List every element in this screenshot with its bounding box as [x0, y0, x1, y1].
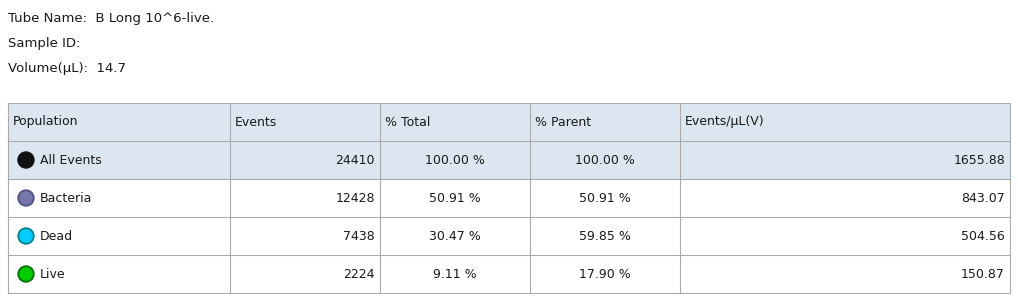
Bar: [230, 255, 380, 293]
Bar: [680, 103, 1010, 141]
Text: Live: Live: [40, 268, 65, 281]
Text: % Total: % Total: [385, 116, 431, 128]
Text: 504.56: 504.56: [961, 230, 1005, 242]
Text: 1655.88: 1655.88: [953, 154, 1005, 166]
Bar: [530, 255, 680, 293]
Bar: [380, 103, 530, 141]
Bar: [230, 141, 380, 179]
Bar: [8, 179, 230, 217]
Circle shape: [20, 154, 32, 166]
Text: 100.00 %: 100.00 %: [575, 154, 635, 166]
Bar: [680, 255, 1010, 293]
Bar: [530, 217, 680, 255]
Text: 7438: 7438: [343, 230, 375, 242]
Text: 30.47 %: 30.47 %: [430, 230, 480, 242]
Text: Volume(μL):  14.7: Volume(μL): 14.7: [8, 62, 126, 75]
Text: 843.07: 843.07: [961, 191, 1005, 205]
Circle shape: [20, 268, 32, 280]
Text: Events: Events: [235, 116, 277, 128]
Text: Dead: Dead: [40, 230, 73, 242]
Bar: [380, 217, 530, 255]
Bar: [680, 179, 1010, 217]
Text: 59.85 %: 59.85 %: [579, 230, 631, 242]
Bar: [380, 179, 530, 217]
Text: Sample ID:: Sample ID:: [8, 37, 80, 50]
Text: Events/μL(V): Events/μL(V): [685, 116, 765, 128]
Text: 150.87: 150.87: [961, 268, 1005, 281]
Bar: [230, 179, 380, 217]
Circle shape: [18, 152, 34, 168]
Text: % Parent: % Parent: [535, 116, 591, 128]
Bar: [530, 179, 680, 217]
Circle shape: [18, 190, 34, 206]
Circle shape: [20, 192, 32, 204]
Bar: [380, 141, 530, 179]
Bar: [530, 103, 680, 141]
Text: 2224: 2224: [343, 268, 375, 281]
Bar: [8, 217, 230, 255]
Bar: [8, 141, 230, 179]
Text: 50.91 %: 50.91 %: [579, 191, 631, 205]
Bar: [8, 255, 230, 293]
Text: 9.11 %: 9.11 %: [434, 268, 476, 281]
Text: 24410: 24410: [336, 154, 375, 166]
Circle shape: [18, 228, 34, 244]
Bar: [230, 217, 380, 255]
Text: 12428: 12428: [336, 191, 375, 205]
Bar: [8, 103, 230, 141]
Text: 100.00 %: 100.00 %: [426, 154, 485, 166]
Text: All Events: All Events: [40, 154, 102, 166]
Text: 50.91 %: 50.91 %: [430, 191, 480, 205]
Text: Population: Population: [13, 116, 78, 128]
Circle shape: [20, 230, 32, 242]
Bar: [680, 217, 1010, 255]
Text: 17.90 %: 17.90 %: [579, 268, 631, 281]
Text: Tube Name:  B Long 10^6-live.: Tube Name: B Long 10^6-live.: [8, 12, 214, 25]
Text: Bacteria: Bacteria: [40, 191, 93, 205]
Bar: [680, 141, 1010, 179]
Bar: [230, 103, 380, 141]
Bar: [530, 141, 680, 179]
Circle shape: [18, 266, 34, 282]
Bar: [380, 255, 530, 293]
